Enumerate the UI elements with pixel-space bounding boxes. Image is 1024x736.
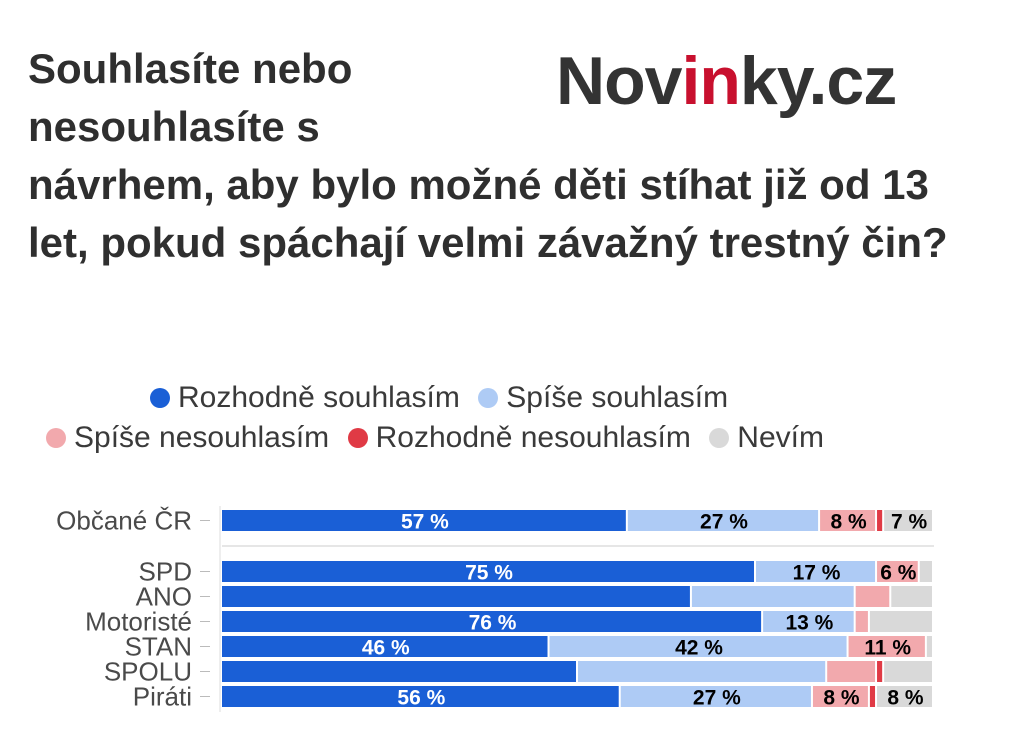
bar-segment bbox=[884, 661, 932, 682]
data-label: 27 % bbox=[700, 511, 748, 534]
bar-segment bbox=[827, 661, 876, 682]
bar-segment bbox=[855, 611, 868, 632]
bar-segment bbox=[222, 636, 548, 657]
data-label: 11 % bbox=[864, 637, 911, 660]
bar-segment bbox=[578, 661, 826, 682]
data-label: 75 % bbox=[465, 562, 513, 585]
bar-segment bbox=[756, 561, 876, 582]
stacked-bar-chart: Občané ČR 57 % 27 % 8 % 7 % SPD 75 % 17 % 6 % ANO… bbox=[56, 506, 934, 712]
category-label: Motoristé bbox=[85, 607, 192, 637]
legend-row-1: Rozhodně souhlasím Spíše souhlasím bbox=[150, 378, 990, 418]
legend-item-1: Rozhodně souhlasím bbox=[150, 378, 460, 418]
legend-swatch bbox=[709, 428, 730, 448]
category-label: Piráti bbox=[133, 682, 192, 712]
legend-label: Rozhodně nesouhlasím bbox=[375, 421, 691, 454]
legend-item-5: Nevím bbox=[709, 418, 824, 458]
bar-segment bbox=[926, 636, 932, 657]
category-label: ANO bbox=[136, 582, 192, 612]
legend-item-2: Spíše souhlasím bbox=[478, 378, 728, 418]
legend-swatch bbox=[478, 388, 499, 408]
data-label: 7 % bbox=[891, 511, 928, 534]
legend-label: Spíše souhlasím bbox=[506, 381, 729, 414]
title-line-1: Souhlasíte nebo bbox=[28, 45, 353, 92]
category-label: SPD bbox=[139, 557, 192, 587]
bar-segment bbox=[620, 686, 811, 707]
category-label: STAN bbox=[125, 632, 192, 662]
data-label: 27 % bbox=[693, 687, 741, 710]
legend-label: Spíše nesouhlasím bbox=[74, 421, 330, 454]
brand-part-3: ky.cz bbox=[739, 43, 897, 119]
brand-logo: Novinky.cz bbox=[556, 36, 897, 126]
chart-legend: Rozhodně souhlasím Spíše souhlasím Spíše… bbox=[46, 378, 990, 458]
bar-segment bbox=[877, 686, 932, 707]
bar-segment bbox=[222, 586, 690, 607]
bar-segment bbox=[763, 611, 854, 632]
legend-swatch bbox=[46, 428, 66, 448]
legend-item-4: Rozhodně nesouhlasím bbox=[347, 418, 691, 458]
bar-segment bbox=[877, 661, 883, 682]
bar-segment bbox=[855, 586, 890, 607]
legend-label: Nevím bbox=[737, 421, 824, 454]
bar-segment bbox=[869, 686, 876, 707]
bar-segment bbox=[549, 636, 847, 657]
bar-segment bbox=[691, 586, 854, 607]
data-label: 57 % bbox=[401, 511, 449, 534]
title-line-2: nesouhlasíte s bbox=[28, 103, 320, 150]
data-label: 8 % bbox=[830, 511, 867, 534]
data-label: 46 % bbox=[362, 637, 410, 660]
legend-swatch bbox=[347, 428, 368, 448]
bar-segment bbox=[848, 636, 925, 657]
bar-segment bbox=[627, 510, 819, 531]
bar-segment bbox=[820, 510, 876, 531]
category-label: SPOLU bbox=[104, 657, 192, 687]
brand-part-1: Nov bbox=[556, 43, 682, 119]
data-label: 76 % bbox=[469, 612, 517, 635]
bar-segment bbox=[222, 561, 754, 582]
bar-segment bbox=[222, 686, 619, 707]
data-label: 8 % bbox=[887, 687, 924, 710]
chart-title: Souhlasíte nebo nesouhlasíte s návrhem, … bbox=[28, 40, 988, 272]
legend-item-3: Spíše nesouhlasím bbox=[46, 418, 329, 458]
bar-segment bbox=[869, 611, 932, 632]
bar-segment bbox=[222, 661, 576, 682]
data-label: 17 % bbox=[793, 562, 841, 585]
bar-segment bbox=[919, 561, 932, 582]
bar-segment bbox=[877, 561, 918, 582]
bar-segment bbox=[222, 510, 626, 531]
data-label: 8 % bbox=[823, 687, 860, 710]
bar-segment bbox=[884, 510, 932, 531]
brand-part-2: in bbox=[681, 43, 740, 119]
bar-segment bbox=[877, 510, 883, 531]
data-label: 56 % bbox=[397, 687, 445, 710]
legend-row-2: Spíše nesouhlasím Rozhodně nesouhlasím N… bbox=[46, 418, 990, 458]
bar-segment bbox=[891, 586, 932, 607]
data-label: 42 % bbox=[675, 637, 723, 660]
data-label: 6 % bbox=[880, 562, 917, 585]
bar-segment bbox=[812, 686, 868, 707]
title-line-rest: návrhem, aby bylo možné děti stíhat již … bbox=[28, 161, 948, 266]
legend-label: Rozhodně souhlasím bbox=[178, 381, 460, 414]
legend-swatch bbox=[150, 388, 170, 408]
data-label: 13 % bbox=[785, 612, 833, 635]
category-label: Občané ČR bbox=[56, 506, 192, 536]
bar-segment bbox=[222, 611, 762, 632]
